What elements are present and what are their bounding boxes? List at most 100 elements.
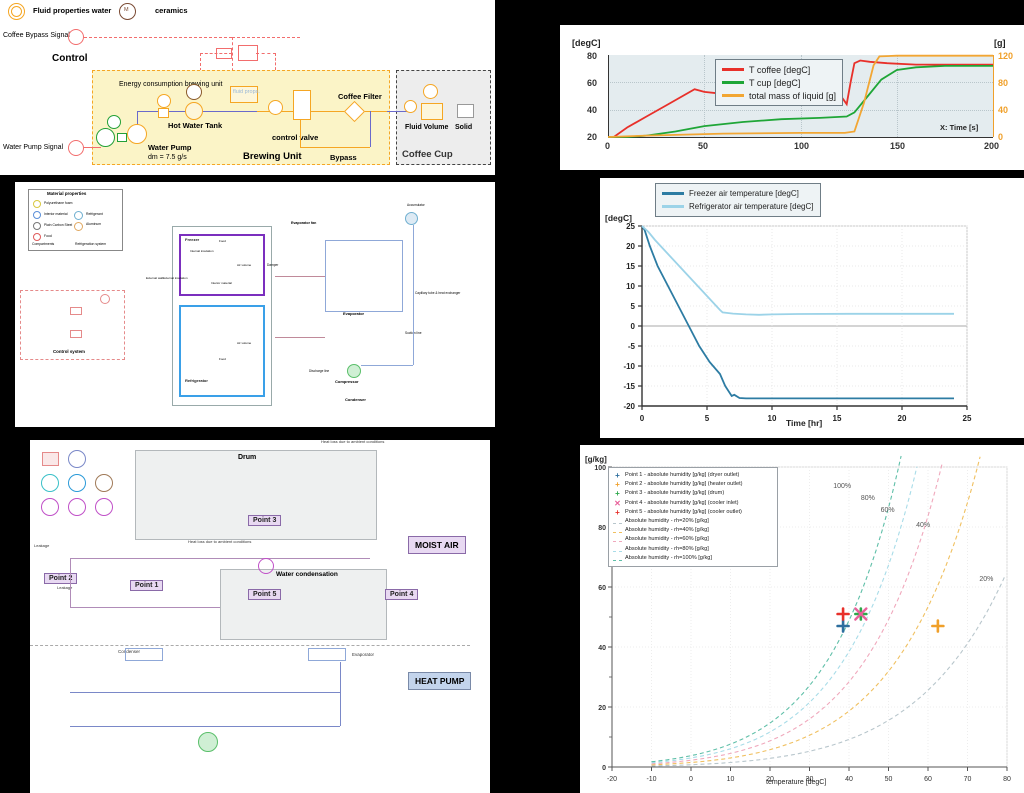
control-valve-icon[interactable] (293, 90, 311, 120)
heat-pump-tag: HEAT PUMP (408, 672, 472, 690)
fluid-line (387, 111, 409, 112)
accumulator-label: Accumulator (407, 203, 425, 207)
legend-item-3: Food (44, 234, 52, 238)
chart-legend: Freezer air temperature [degC] Refrigera… (655, 183, 821, 217)
moist-air-icon (41, 474, 59, 492)
control-system-box (20, 290, 125, 360)
y-axis-title: [g/kg] (585, 455, 607, 464)
legend-item-4: Refrigerant (86, 212, 103, 216)
water-pump-icon[interactable] (127, 124, 147, 144)
part-label-external-wall: External wall (146, 276, 164, 280)
y-tick-label: -10 (623, 362, 635, 371)
legend-label-rh60: Absolute humidity - rh=60% [g/kg] (625, 536, 709, 543)
rh-annotation-2: 60% (881, 507, 895, 514)
water-pump-label: Water Pump (148, 143, 192, 152)
legend-label-rh20: Absolute humidity - rh=20% [g/kg] (625, 517, 709, 524)
legend-swatch-2 (722, 94, 744, 97)
temperature-sensor-icon (268, 100, 283, 115)
evaporator-coil (308, 648, 346, 661)
damper-label: Damper (267, 263, 279, 267)
y-axis-title: [degC] (605, 213, 632, 223)
header-item-label-0: Fluid properties water (33, 6, 112, 15)
coffee-machine-diagram: Fluid properties water M ceramics Coffee… (0, 0, 495, 175)
control-signal-line (232, 37, 233, 92)
pump-signal-line (84, 147, 101, 148)
cabinet-outline (172, 226, 272, 406)
brewing-unit-box (92, 70, 390, 165)
legend-label-p2: Point 2 - absolute humidity [g/kg] (heat… (625, 481, 743, 488)
energy-consumption-icon (157, 94, 171, 108)
x-tick-label: 10 (768, 414, 777, 423)
legend-item-2: Plain Carbon Steel (44, 223, 73, 227)
pipe (275, 337, 325, 338)
y-tick-label: -5 (628, 342, 636, 351)
x-tick-label: 80 (1003, 776, 1011, 783)
control-sum-icon (100, 294, 110, 304)
legend-label-p4: Point 4 - absolute humidity [g/kg] (cool… (625, 499, 739, 506)
point-5-badge: Point 5 (248, 589, 282, 600)
air-loop-pipe (70, 607, 220, 608)
y-tick-label: 15 (626, 262, 635, 271)
legend-footer-0: Compartments (32, 242, 55, 246)
solid-label: Solid (455, 124, 473, 131)
legend-dash-rh40 (613, 532, 622, 534)
x-tick-label: 0 (689, 776, 693, 783)
coffee-temperature-chart: [degC] [g] 80 60 40 20 120 80 40 0 0 50 … (560, 25, 1024, 170)
y2-tick: 40 (998, 105, 1009, 115)
refrigerator-compartment (179, 305, 265, 397)
y-tick-label: 25 (626, 222, 635, 231)
data-point-4 (854, 607, 868, 621)
point-2-badge: Point 2 (44, 573, 78, 584)
condenser-coil (125, 648, 163, 661)
legend-label-rh40: Absolute humidity - rh=40% [g/kg] (625, 527, 709, 534)
fridge-temperature-chart: Freezer air temperature [degC] Refrigera… (600, 178, 1024, 438)
x-tick-label: -20 (607, 776, 617, 783)
legend-label-0: Freezer air temperature [degC] (689, 189, 799, 198)
divider (30, 645, 470, 646)
data-point-5 (836, 607, 850, 621)
rh-curve-20 (651, 574, 1006, 767)
y-tick-label: 0 (602, 765, 606, 772)
rh-annotation-4: 20% (979, 576, 993, 583)
legend-dash-rh100 (613, 559, 622, 561)
legend-label-rh100: Absolute humidity - rh=100% [g/kg] (625, 554, 712, 561)
legend-footer-1: Refrigeration system (75, 242, 107, 246)
freezer-label: Freezer (185, 237, 200, 242)
fluid-volume-label: Fluid Volume (405, 124, 449, 131)
control-signal-line (256, 53, 276, 54)
chart-legend: T coffee [degC] T cup [degC] total mass … (715, 59, 844, 106)
x-tick-label: 15 (833, 414, 842, 423)
refrigerator-system-diagram: Material properties Polyurethane foam In… (15, 182, 495, 427)
x-tick: 200 (984, 141, 1000, 151)
x-tick-label: 40 (845, 776, 853, 783)
rh-annotation-3: 40% (916, 522, 930, 529)
hot-water-tank-label: Hot Water Tank (168, 121, 223, 130)
h2o-icon (95, 498, 113, 516)
energy-consumption-label: Energy consumption brewing unit (119, 81, 223, 88)
legend-label-p3: Point 3 - absolute humidity [g/kg] (drum… (625, 490, 725, 497)
evaporator-label: Evaporator (352, 652, 375, 657)
freezer-compartment (179, 234, 265, 296)
water-condensation-label: Water condensation (276, 571, 338, 578)
cup-solid-icon (457, 104, 474, 118)
flow-starts-icon (42, 452, 59, 466)
legend-icon-steel (33, 222, 41, 230)
pipe (413, 225, 414, 365)
energy-consumption-block (158, 108, 169, 118)
part-label-external-insulation: External insulation (163, 276, 188, 280)
bypass-line (300, 147, 370, 148)
part-label-internal-insulation: Internal insulation (190, 249, 214, 253)
x-tick-label: 50 (885, 776, 893, 783)
y2-tick: 0 (998, 132, 1004, 142)
point-1-badge: Point 1 (130, 580, 164, 591)
y-tick-label: -20 (623, 402, 635, 411)
evaporator-label: Evaporator (343, 311, 365, 316)
x-axis-title: temperature [degC] (766, 779, 827, 786)
legend-title: Material properties (47, 191, 87, 196)
discharge-line-label: Discharge line (309, 369, 330, 373)
water-condensation-block (220, 569, 387, 640)
plot-area (641, 225, 968, 407)
point-3-badge: Point 3 (248, 515, 282, 526)
legend-marker-p1: + (615, 471, 620, 480)
legend-marker-p4: ✕ (614, 498, 621, 508)
